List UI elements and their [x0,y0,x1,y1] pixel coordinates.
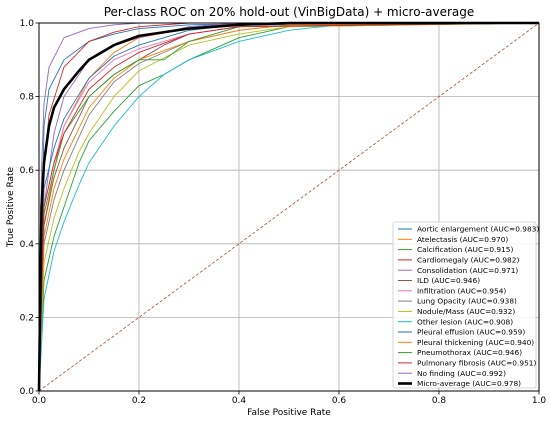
legend-label-cardiomegaly: Cardiomegaly (AUC=0.982) [417,256,519,265]
legend-label-pulmonary-fibrosis: Pulmonary fibrosis (AUC=0.951) [417,359,536,368]
legend-label-pneumothorax: Pneumothorax (AUC=0.946) [417,348,522,357]
roc-line-micro-average [37,21,539,392]
y-tick-label: 0.2 [20,313,34,323]
y-tick-label: 1.0 [20,19,35,29]
x-tick-label: 0.0 [32,396,47,406]
legend-label-consolidation: Consolidation (AUC=0.971) [417,266,518,275]
grid [38,22,540,392]
y-tick-label: 0.6 [20,166,35,176]
x-axis-label: False Positive Rate [247,408,331,418]
roc-line-pleural-thickening [38,22,540,392]
roc-line-other-lesion [38,22,540,392]
roc-line-calcification [38,22,540,392]
chance-diagonal-line [38,22,540,392]
roc-line-pulmonary-fibrosis [38,22,540,392]
y-tick-label: 0.0 [20,387,35,397]
legend-label-pleural-thickening: Pleural thickening (AUC=0.940) [417,338,534,347]
legend-label-infiltration: Infiltration (AUC=0.954) [417,286,506,295]
legend-label-pleural-effusion: Pleural effusion (AUC=0.959) [417,328,525,337]
y-tick-label: 0.8 [20,93,35,103]
legend-label-lung-opacity: Lung Opacity (AUC=0.938) [417,297,517,306]
legend-label-atelectasis: Atelectasis (AUC=0.970) [417,235,508,244]
chart-title: Per-class ROC on 20% hold-out (VinBigDat… [104,5,475,19]
legend-label-calcification: Calcification (AUC=0.915) [417,245,513,254]
series-layer [37,21,540,392]
legend-label-micro-average: Micro-average (AUC=0.978) [417,379,521,388]
x-tick-label: 0.4 [232,396,247,406]
ticks: 0.0 0.2 0.4 0.6 0.8 1.0 0.0 0.2 0.4 0.6 0.8 1.0 [20,19,547,406]
legend-label-nodule-mass: Nodule/Mass (AUC=0.932) [417,307,515,316]
x-tick-label: 1.0 [532,396,547,406]
legend-label-no-finding: No finding (AUC=0.992) [417,369,506,378]
plot-frame [38,22,540,392]
x-tick-label: 0.8 [432,396,447,406]
legend-label-other-lesion: Other lesion (AUC=0.908) [417,317,513,326]
y-axis-label: True Positive Rate [6,166,16,248]
legend: Aortic enlargement (AUC=0.983)Atelectasi… [392,221,539,389]
x-tick-label: 0.2 [132,396,146,406]
y-tick-label: 0.4 [20,240,35,250]
legend-box [392,221,537,389]
x-tick-label: 0.6 [332,396,347,406]
legend-label-aortic-enlargement: Aortic enlargement (AUC=0.983) [417,225,539,234]
roc-line-nodule-mass [38,22,540,392]
roc-line-pneumothorax [38,22,540,392]
roc-line-no-finding [38,22,539,392]
legend-label-ild: ILD (AUC=0.946) [417,276,480,285]
